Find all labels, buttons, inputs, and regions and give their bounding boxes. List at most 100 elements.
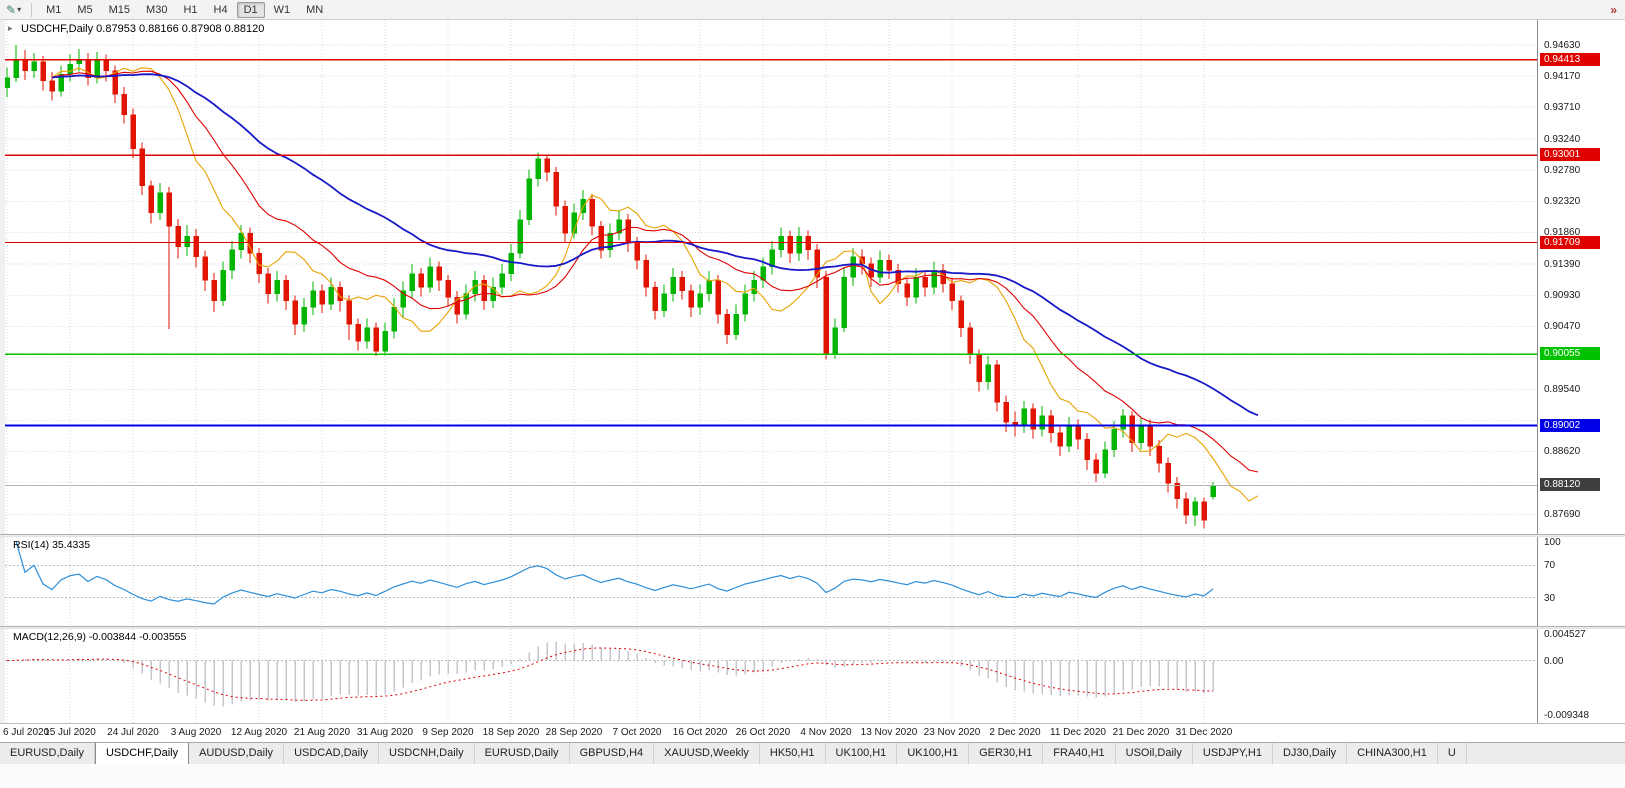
chart-tab-bar: EURUSD,Daily USDCHF,Daily AUDUSD,Daily USDC…: [0, 742, 1625, 764]
date-axis-label: 13 Nov 2020: [860, 727, 918, 738]
date-axis-label: 28 Sep 2020: [545, 727, 603, 738]
window-bottom: [0, 764, 1625, 788]
ma-line-slow: [51, 73, 1259, 417]
date-axis-label: 9 Sep 2020: [422, 727, 474, 738]
date-axis-label: 7 Oct 2020: [612, 727, 662, 738]
macd-chart-canvas[interactable]: [5, 629, 1537, 723]
date-axis-label: 11 Dec 2020: [1050, 727, 1106, 738]
chart-tab-eurusd-daily[interactable]: EURUSD,Daily: [0, 743, 95, 764]
price-chart-canvas[interactable]: [5, 20, 1537, 534]
chart-tab-gbpusd-h4[interactable]: GBPUSD,H4: [569, 743, 655, 764]
chart-tab-usdchf-daily[interactable]: USDCHF,Daily: [94, 743, 190, 764]
macd-pane[interactable]: 0.004527 0.00 -0.009348 MACD(12,26,9) -0.0…: [5, 629, 1625, 723]
rsi-axis-label: 100: [1544, 537, 1561, 548]
date-axis-label: 24 Jul 2020: [107, 727, 159, 738]
chart-tab-xauusd-weekly[interactable]: XAUUSD,Weekly: [654, 743, 760, 764]
rsi-axis[interactable]: 100 70 30: [1537, 537, 1625, 626]
chart-tab-dj30-daily[interactable]: DJ30,Daily: [1272, 743, 1348, 764]
price-tag-0.94413: 0.94413: [1540, 52, 1600, 66]
macd-grid: [6, 629, 1205, 723]
toolbar-separator: [31, 2, 33, 17]
price-tag-0.89002: 0.89002: [1540, 418, 1600, 432]
ma-line-fast: [51, 67, 1259, 502]
date-axis-label: 15 Jul 2020: [44, 727, 96, 738]
timeframe-button-h4[interactable]: H4: [207, 2, 235, 18]
date-axis-label: 23 Nov 2020: [923, 727, 981, 738]
date-axis-label: 2 Dec 2020: [989, 727, 1041, 738]
price-axis-label: 0.94630: [1544, 40, 1581, 52]
price-axis-label: 0.91860: [1544, 227, 1581, 239]
timeframe-button-m30[interactable]: M30: [139, 2, 174, 18]
toolbar-overflow-icon[interactable]: »: [1610, 2, 1617, 17]
price-tag-0.90055: 0.90055: [1540, 347, 1600, 361]
rsi-line: [15, 540, 1214, 605]
chart-tab-china300-h1[interactable]: CHINA300,H1: [1347, 743, 1438, 764]
timeframe-button-h1[interactable]: H1: [176, 2, 204, 18]
rsi-axis-label: 70: [1544, 560, 1556, 572]
toolbar: ✎ ▾ M1 M5 M15 M30 H1 H4 D1 W1 MN »: [0, 0, 1625, 20]
one-click-trading-arrow[interactable]: ▸: [8, 23, 13, 33]
date-axis-label: 21 Dec 2020: [1112, 727, 1170, 738]
rsi-axis-label: 30: [1544, 592, 1556, 604]
chart-tab-audusd-daily[interactable]: AUDUSD,Daily: [189, 743, 285, 764]
date-axis-label: 31 Dec 2020: [1175, 727, 1233, 738]
current-price-tag: 0.88120: [1540, 478, 1600, 492]
timeframe-toolbar: M1 M5 M15 M30 H1 H4 D1 W1 MN: [38, 1, 331, 18]
macd-axis-label: 0.004527: [1544, 629, 1586, 641]
price-axis-label: 0.93710: [1544, 102, 1581, 114]
timeframe-button-mn[interactable]: MN: [299, 2, 330, 18]
chart-tab-eurusd-daily[interactable]: EURUSD,Daily: [474, 743, 570, 764]
price-axis-label: 0.88620: [1544, 446, 1581, 458]
date-axis[interactable]: 6 Jul 2020 15 Jul 2020 24 Jul 2020 3 Aug 20…: [0, 723, 1625, 742]
price-tag-0.93001: 0.93001: [1540, 148, 1600, 162]
timeframe-button-m15[interactable]: M15: [102, 2, 137, 18]
macd-label: MACD(12,26,9) -0.003844 -0.003555: [13, 631, 187, 643]
chart-title: USDCHF,Daily 0.87953 0.88166 0.87908 0.8…: [21, 23, 265, 35]
timeframe-button-m5[interactable]: M5: [70, 2, 99, 18]
pane-splitter[interactable]: [0, 534, 1625, 537]
date-axis-label: 18 Sep 2020: [482, 727, 540, 738]
chart-tab-partial[interactable]: U: [1437, 743, 1467, 764]
chart-tab-uk100-h1[interactable]: UK100,H1: [897, 743, 970, 764]
pane-splitter[interactable]: [0, 626, 1625, 629]
price-axis-label: 0.93240: [1544, 134, 1581, 146]
chart-tab-usoil-daily[interactable]: USOil,Daily: [1115, 743, 1193, 764]
chart-tab-usdcad-daily[interactable]: USDCAD,Daily: [284, 743, 380, 764]
date-axis-label: 31 Aug 2020: [356, 727, 414, 738]
macd-axis[interactable]: 0.004527 0.00 -0.009348: [1537, 629, 1625, 723]
chart-tab-usdcnh-daily[interactable]: USDCNH,Daily: [379, 743, 475, 764]
candles-layer: [5, 45, 1216, 529]
chart-window: 0.94630 0.94170 0.93710 0.93240 0.92780 0.923…: [0, 20, 1625, 723]
timeframe-button-m1[interactable]: M1: [39, 2, 68, 18]
price-pane[interactable]: 0.94630 0.94170 0.93710 0.93240 0.92780 0.923…: [5, 20, 1625, 534]
price-axis-label: 0.92320: [1544, 196, 1581, 208]
date-axis-label: 6 Jul 2020: [3, 727, 50, 738]
dropdown-caret-icon[interactable]: ▾: [17, 5, 22, 14]
macd-signal-line: [6, 647, 1214, 701]
chart-tab-ger30-h1[interactable]: GER30,H1: [969, 743, 1044, 764]
date-axis-label: 21 Aug 2020: [293, 727, 351, 738]
macd-histogram: [15, 641, 1214, 707]
rsi-chart-canvas[interactable]: [5, 537, 1537, 626]
ma-line-mid: [51, 70, 1259, 473]
price-axis-label: 0.92780: [1544, 165, 1581, 177]
rsi-pane[interactable]: 100 70 30 RSI(14) 35.4335: [5, 537, 1625, 626]
price-axis-label: 0.90930: [1544, 290, 1581, 302]
timeframe-button-d1[interactable]: D1: [236, 1, 265, 18]
date-axis-label: 4 Nov 2020: [800, 727, 852, 738]
date-axis-label: 3 Aug 2020: [170, 727, 222, 738]
timeframe-button-w1[interactable]: W1: [267, 2, 298, 18]
chart-tab-fra40-h1[interactable]: FRA40,H1: [1043, 743, 1116, 764]
chart-tab-usdjpy-h1[interactable]: USDJPY,H1: [1192, 743, 1273, 764]
macd-axis-label: 0.00: [1544, 655, 1564, 667]
rsi-label: RSI(14) 35.4335: [13, 539, 91, 551]
price-axis-label: 0.89540: [1544, 384, 1581, 396]
price-axis-label: 0.90470: [1544, 321, 1581, 333]
date-axis-label: 26 Oct 2020: [735, 727, 791, 738]
chart-tab-uk100-h1[interactable]: UK100,H1: [825, 743, 898, 764]
chart-tab-hk50-h1[interactable]: HK50,H1: [759, 743, 826, 764]
price-axis-label: 0.87690: [1544, 509, 1581, 521]
price-axis[interactable]: 0.94630 0.94170 0.93710 0.93240 0.92780 0.923…: [1537, 20, 1625, 534]
drawing-tool-icon[interactable]: ✎: [6, 2, 17, 17]
